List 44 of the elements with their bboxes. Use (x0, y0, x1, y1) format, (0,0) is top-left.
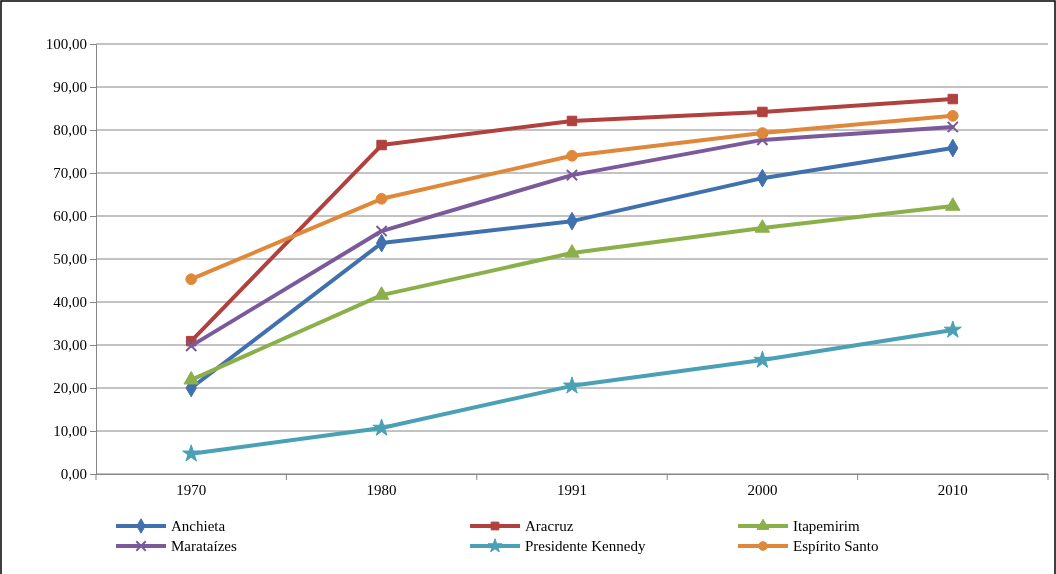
legend-label: Presidente Kennedy (525, 538, 646, 554)
point (756, 127, 769, 139)
point (185, 339, 198, 352)
point (753, 350, 772, 368)
point (376, 139, 387, 151)
point (754, 219, 771, 233)
point (182, 444, 201, 462)
point (947, 93, 959, 105)
point (945, 197, 961, 211)
x-tick-label: 1970 (176, 481, 207, 498)
point (372, 418, 391, 436)
point (562, 376, 582, 394)
point (943, 320, 962, 338)
legend-label: Itapemirim (793, 518, 860, 534)
legend-label: Marataízes (171, 538, 237, 554)
point (946, 120, 959, 134)
x-tick-label: 1980 (366, 481, 397, 498)
point (185, 273, 198, 286)
point (565, 169, 579, 182)
point (375, 224, 388, 238)
legend-label: Espírito Santo (793, 538, 879, 554)
y-tick-label: 90,00 (53, 79, 87, 96)
y-tick-label: 80,00 (53, 122, 87, 139)
point (375, 192, 388, 205)
point (566, 149, 578, 162)
y-tick-label: 20,00 (53, 380, 87, 397)
y-tick-label: 60,00 (53, 208, 87, 225)
x-tick-label: 2010 (937, 481, 968, 498)
point (757, 106, 768, 118)
point (183, 371, 199, 385)
y-tick-label: 50,00 (53, 251, 87, 268)
x-tick-label: 2000 (747, 481, 778, 498)
y-tick-label: 100,00 (45, 36, 87, 53)
point (564, 244, 580, 258)
y-tick-label: 10,00 (53, 423, 87, 440)
y-tick-label: 0,00 (60, 466, 87, 483)
y-tick-label: 40,00 (53, 294, 87, 311)
x-tick-label: 1991 (557, 481, 587, 498)
y-tick-label: 30,00 (53, 337, 87, 354)
y-tick-label: 70,00 (53, 165, 87, 182)
legend-label: Aracruz (525, 518, 574, 534)
point (946, 109, 959, 122)
point (566, 115, 578, 127)
legend-label: Anchieta (171, 518, 226, 534)
